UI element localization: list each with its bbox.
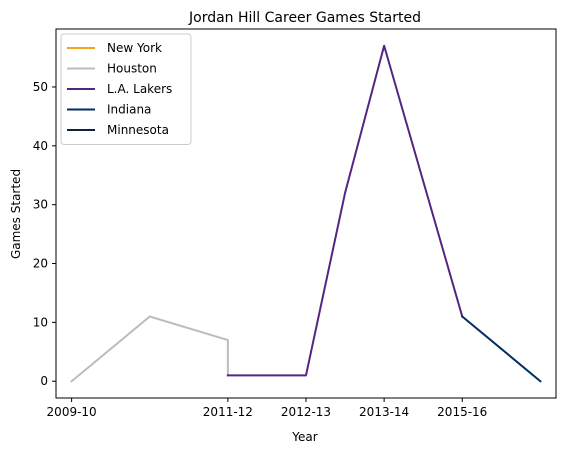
x-tick-label: 2009-10 [47,405,97,419]
y-tick-label: 20 [33,257,48,271]
y-tick-label: 50 [33,80,48,94]
legend-label: Houston [107,62,157,76]
legend-label: Minnesota [107,123,169,137]
legend-label: L.A. Lakers [107,82,172,96]
y-axis: 0 10 20 30 40 50 [33,80,56,388]
y-tick-label: 10 [33,315,48,329]
y-axis-label: Games Started [9,169,23,259]
y-tick-label: 40 [33,139,48,153]
y-tick-label: 30 [33,198,48,212]
series-line-3 [460,315,542,383]
y-tick-label: 0 [40,374,48,388]
series-layer [70,44,542,383]
x-tick-label: 2012-13 [281,405,331,419]
series-line-1 [70,315,229,383]
x-axis-label: Year [291,430,317,444]
legend-label: New York [107,41,162,55]
x-tick-label: 2015-16 [437,405,487,419]
x-tick-label: 2013-14 [359,405,409,419]
legend: New York Houston L.A. Lakers Indiana Minneso… [60,33,192,145]
chart-title: Jordan Hill Career Games Started [188,10,421,26]
legend-label: Indiana [107,103,151,117]
legend-box [60,33,192,145]
series-line-2 [226,44,464,377]
x-axis: 2009-10 2011-12 2012-13 2013-14 2015-16 [47,398,487,419]
x-tick-label: 2011-12 [203,405,253,419]
